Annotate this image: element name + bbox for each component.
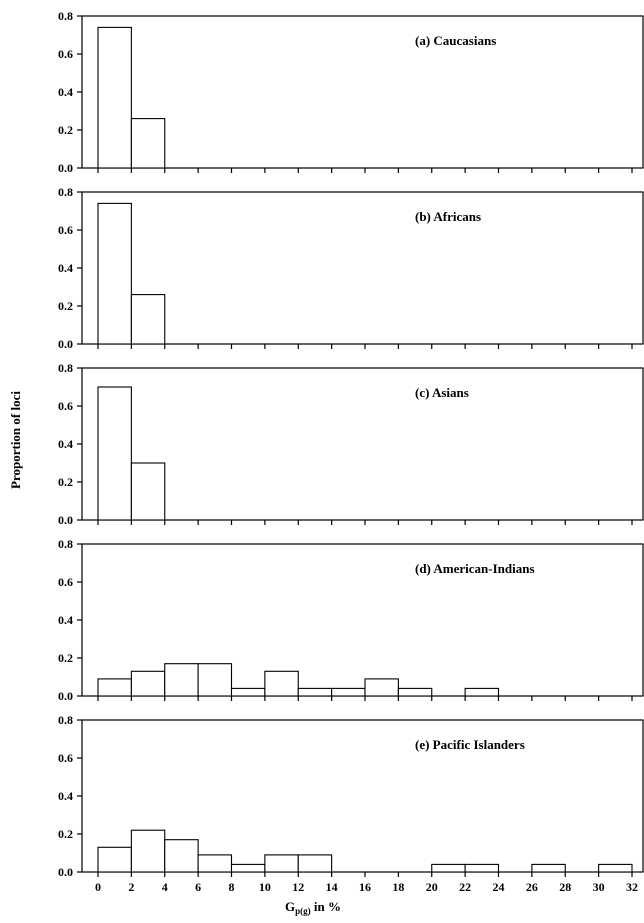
y-tick-label: 0.4 [58, 261, 73, 275]
y-tick-label: 0.0 [58, 337, 73, 351]
y-tick-label: 0.0 [58, 513, 73, 527]
x-axis-title: Gp(g) in % [285, 899, 341, 916]
panel-title: (c) Asians [415, 385, 469, 400]
y-tick-label: 0.0 [58, 161, 73, 175]
plot-frame [81, 191, 644, 345]
y-tick-label: 0.6 [58, 223, 73, 237]
x-tick-label: 20 [426, 880, 438, 894]
histogram-bar [431, 863, 466, 873]
histogram-bar [130, 294, 166, 345]
histogram-bar [197, 854, 233, 873]
x-tick-label: 4 [162, 880, 168, 894]
y-tick-label: 0.0 [58, 865, 73, 879]
histogram-bar [230, 687, 266, 697]
histogram-bar [130, 118, 166, 169]
x-tick-label: 18 [392, 880, 404, 894]
histogram-bar [598, 863, 633, 873]
x-tick-label: 10 [259, 880, 271, 894]
x-tick-label: 32 [626, 880, 638, 894]
histogram-bar [331, 687, 366, 697]
y-axis-title: Proportion of loci [8, 391, 23, 489]
y-tick-label: 0.2 [58, 651, 73, 665]
y-tick-label: 0.6 [58, 575, 73, 589]
panel-title: (a) Caucasians [415, 33, 496, 48]
y-tick-label: 0.2 [58, 299, 73, 313]
y-tick-label: 0.8 [58, 537, 73, 551]
histogram-bar [164, 839, 199, 873]
y-tick-label: 0.4 [58, 85, 73, 99]
y-tick-label: 0.8 [58, 361, 73, 375]
y-tick-label: 0.8 [58, 9, 73, 23]
y-tick-label: 0.2 [58, 475, 73, 489]
y-tick-label: 0.6 [58, 47, 73, 61]
histogram-bar [230, 863, 266, 873]
histogram-bar [97, 386, 132, 521]
y-tick-label: 0.4 [58, 613, 73, 627]
x-tick-label: 14 [326, 880, 338, 894]
y-tick-label: 0.6 [58, 751, 73, 765]
histogram-bar [164, 663, 199, 697]
x-tick-label: 8 [229, 880, 235, 894]
histogram-bar [97, 846, 132, 873]
histogram-bar [364, 678, 399, 697]
x-tick-label: 0 [95, 880, 101, 894]
histogram-bar [130, 829, 166, 873]
histogram-bar [264, 670, 299, 697]
y-tick-label: 0.2 [58, 827, 73, 841]
histogram-bar [464, 687, 500, 697]
y-tick-label: 0.4 [58, 437, 73, 451]
x-tick-label: 24 [493, 880, 505, 894]
histogram-bar [97, 202, 132, 345]
panel-title: (e) Pacific Islanders [415, 737, 525, 752]
histogram-bar [297, 854, 333, 873]
x-tick-label: 12 [292, 880, 304, 894]
x-tick-label: 30 [593, 880, 605, 894]
x-axis-title-subscript: p(g) [295, 906, 311, 916]
histogram-bar [97, 26, 132, 169]
y-tick-label: 0.2 [58, 123, 73, 137]
y-tick-label: 0.8 [58, 713, 73, 727]
histogram-bar [130, 462, 166, 521]
x-tick-label: 28 [559, 880, 571, 894]
x-tick-label: 26 [526, 880, 538, 894]
y-tick-label: 0.8 [58, 185, 73, 199]
plot-frame [81, 15, 644, 169]
x-tick-label: 6 [195, 880, 201, 894]
x-tick-label: 2 [128, 880, 134, 894]
histogram-bar [297, 687, 333, 697]
y-tick-label: 0.4 [58, 789, 73, 803]
histogram-bar [464, 863, 500, 873]
plot-frame [81, 367, 644, 521]
x-axis-title-main: G [285, 899, 295, 914]
histogram-bar [130, 670, 166, 697]
histogram-bar [97, 678, 132, 697]
histogram-bar [197, 663, 233, 697]
x-axis-title-suffix: in % [311, 899, 341, 914]
x-tick-label: 16 [359, 880, 371, 894]
panel-title: (d) American-Indians [415, 561, 535, 576]
x-tick-label: 22 [459, 880, 471, 894]
panel-title: (b) Africans [415, 209, 481, 224]
y-tick-label: 0.0 [58, 689, 73, 703]
y-tick-label: 0.6 [58, 399, 73, 413]
histogram-bar [397, 687, 433, 697]
histogram-bar [531, 863, 566, 873]
histogram-bar [264, 854, 299, 873]
